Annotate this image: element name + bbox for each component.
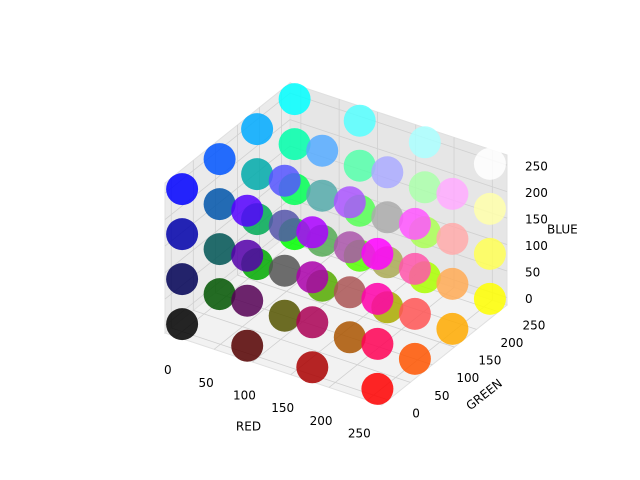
point <box>398 342 431 375</box>
point <box>473 192 506 225</box>
point <box>408 171 441 204</box>
point <box>231 284 264 317</box>
grid-line <box>237 274 455 348</box>
point <box>361 282 394 315</box>
tick-label: 150 <box>478 354 501 368</box>
point <box>241 113 274 146</box>
tick-label: 0 <box>525 292 533 306</box>
point <box>343 104 376 137</box>
tick-label: 200 <box>500 336 523 350</box>
point <box>268 299 301 332</box>
point <box>333 321 366 354</box>
z-axis-label: BLUE <box>547 223 578 237</box>
tick-label: 250 <box>525 160 548 174</box>
point <box>306 134 339 167</box>
point <box>231 194 264 227</box>
point <box>166 218 199 251</box>
point <box>473 237 506 270</box>
point <box>436 177 469 210</box>
grid-line <box>171 327 389 401</box>
tick-label: 200 <box>525 186 548 200</box>
point <box>231 329 264 362</box>
point <box>436 222 469 255</box>
point <box>278 128 311 161</box>
point <box>203 278 236 311</box>
tick-label: 250 <box>348 427 371 441</box>
grid-line <box>193 309 411 383</box>
tick-label: 0 <box>412 407 420 421</box>
tick-label: 150 <box>271 401 294 415</box>
point <box>231 239 264 272</box>
grid-line <box>164 172 291 273</box>
tick-label: 250 <box>523 318 546 332</box>
grid-line <box>289 119 508 192</box>
tick-label: 150 <box>525 213 548 227</box>
points <box>166 83 506 405</box>
point <box>166 308 199 341</box>
point <box>473 147 506 180</box>
tick-label: 0 <box>164 363 172 377</box>
point <box>398 297 431 330</box>
point <box>166 263 199 296</box>
point <box>296 306 329 339</box>
point <box>398 207 431 240</box>
point <box>203 188 236 221</box>
point <box>436 312 469 345</box>
tick-label: 50 <box>525 266 540 280</box>
point <box>203 233 236 266</box>
tick-label: 100 <box>525 239 548 253</box>
point <box>268 254 301 287</box>
point <box>296 261 329 294</box>
tick-label: 100 <box>233 389 256 403</box>
point <box>361 327 394 360</box>
point <box>278 83 311 116</box>
point <box>333 276 366 309</box>
tick-label: 200 <box>310 414 333 428</box>
point <box>361 372 394 405</box>
tick-label: 50 <box>199 376 214 390</box>
point <box>436 267 469 300</box>
point <box>408 126 441 159</box>
tick-label: 50 <box>434 389 449 403</box>
point <box>296 216 329 249</box>
x-axis-label: RED <box>236 420 261 434</box>
point <box>203 143 236 176</box>
point <box>398 252 431 285</box>
point <box>343 149 376 182</box>
point <box>166 173 199 206</box>
point <box>371 156 404 189</box>
point <box>268 164 301 197</box>
point <box>361 237 394 270</box>
point <box>268 209 301 242</box>
point <box>296 351 329 384</box>
grid-line <box>289 92 508 166</box>
point <box>473 282 506 315</box>
point <box>333 231 366 264</box>
point <box>333 186 366 219</box>
point <box>241 158 274 191</box>
tick-label: 100 <box>456 371 479 385</box>
point <box>306 179 339 212</box>
point <box>371 201 404 234</box>
